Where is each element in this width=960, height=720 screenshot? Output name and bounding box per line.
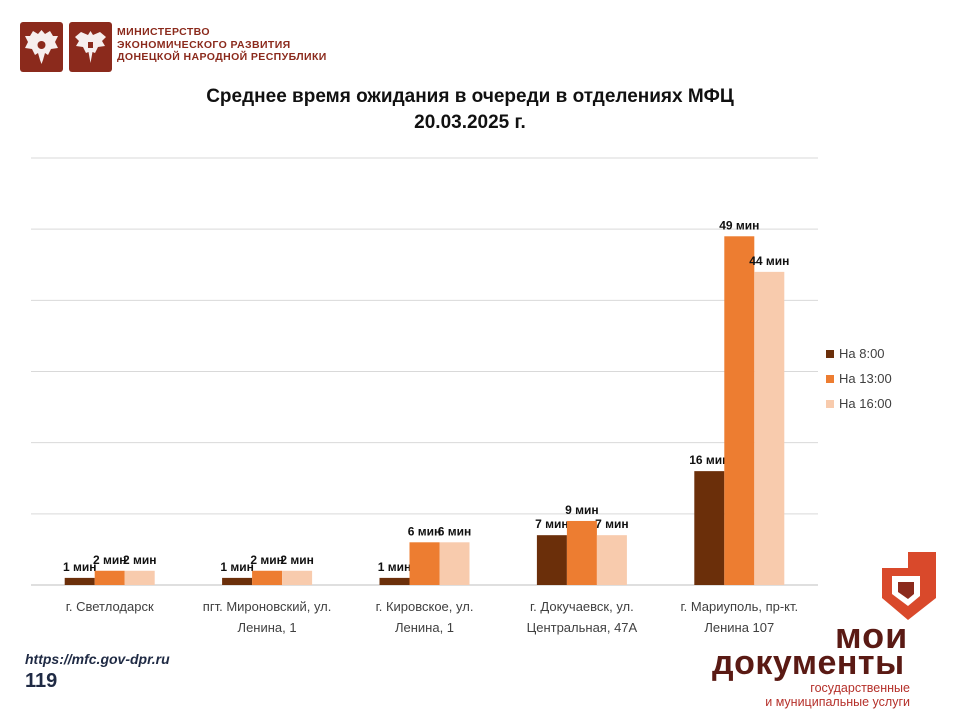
bar bbox=[94, 570, 125, 585]
website-link[interactable]: https://mfc.gov-dpr.ru bbox=[25, 651, 170, 667]
ministry-name: МИНИСТЕРСТВО ЭКОНОМИЧЕСКОГО РАЗВИТИЯ ДОН… bbox=[117, 26, 357, 64]
bar bbox=[596, 535, 627, 585]
brand-subtitle-line: и муниципальные услуги bbox=[765, 695, 910, 709]
data-label: 6 мин bbox=[408, 524, 442, 538]
x-tick-label: Ленина, 1 bbox=[395, 620, 454, 635]
data-label: 2 мин bbox=[93, 553, 127, 567]
bar bbox=[409, 542, 440, 585]
dpr-eagle-icon bbox=[69, 22, 112, 72]
chart-title: Среднее время ожидания в очереди в отдел… bbox=[60, 84, 880, 136]
data-label: 49 мин bbox=[719, 218, 759, 232]
bar bbox=[439, 542, 470, 585]
x-tick-label: г. Мариуполь, пр-кт. bbox=[680, 599, 798, 614]
x-tick-label: Ленина, 1 bbox=[238, 620, 297, 635]
bar bbox=[694, 471, 725, 585]
chart-subtitle-date: 20.03.2025 г. bbox=[414, 112, 526, 133]
data-label: 1 мин bbox=[378, 560, 412, 574]
bar bbox=[252, 570, 283, 585]
chart-title-line: Среднее время ожидания в очереди в отдел… bbox=[206, 86, 734, 107]
data-label: 1 мин bbox=[220, 560, 254, 574]
x-tick-label: Ленина 107 bbox=[704, 620, 774, 635]
brand-subtitle-line: государственные bbox=[810, 681, 910, 695]
moi-dokumenty-logo-icon bbox=[882, 552, 936, 620]
data-label: 2 мин bbox=[123, 553, 157, 567]
bar bbox=[282, 570, 313, 585]
legend-swatch bbox=[826, 375, 834, 383]
data-label: 1 мин bbox=[63, 560, 97, 574]
data-label: 2 мин bbox=[250, 553, 284, 567]
legend-swatch bbox=[826, 350, 834, 358]
legend-entry: На 13:00 bbox=[839, 371, 892, 386]
bar bbox=[724, 236, 755, 586]
double-headed-eagle-icon bbox=[20, 22, 63, 72]
bar bbox=[536, 535, 567, 585]
x-tick-label: Центральная, 47А bbox=[527, 620, 638, 635]
data-label: 44 мин bbox=[749, 254, 789, 268]
bar bbox=[222, 577, 253, 585]
data-label: 2 мин bbox=[280, 553, 314, 567]
legend-entry: На 8:00 bbox=[839, 346, 885, 361]
legend-swatch bbox=[826, 400, 834, 408]
x-tick-label: г. Докучаевск, ул. bbox=[530, 599, 634, 614]
brand-name-line2: документы bbox=[712, 644, 905, 682]
data-label: 7 мин bbox=[595, 517, 629, 531]
x-tick-label: г. Светлодарск bbox=[66, 599, 154, 614]
bar bbox=[379, 577, 410, 585]
bar bbox=[64, 577, 95, 585]
bar bbox=[754, 271, 785, 585]
bar bbox=[124, 570, 155, 585]
page-number: 119 bbox=[25, 670, 58, 692]
legend-entry: На 16:00 bbox=[839, 396, 892, 411]
ministry-line: МИНИСТЕРСТВО bbox=[117, 26, 210, 38]
data-label: 9 мин bbox=[565, 503, 599, 517]
x-tick-label: пгт. Мироновский, ул. bbox=[203, 599, 332, 614]
data-label: 6 мин bbox=[438, 524, 472, 538]
brand-name-line1: мои bbox=[835, 615, 909, 656]
x-tick-label: г. Кировское, ул. bbox=[376, 599, 474, 614]
data-label: 16 мин bbox=[689, 453, 729, 467]
bar bbox=[566, 520, 597, 585]
brand-subtitle: государственные и муниципальные услуги bbox=[670, 681, 910, 709]
ministry-line: ЭКОНОМИЧЕСКОГО РАЗВИТИЯ bbox=[117, 38, 291, 51]
ministry-line: ДОНЕЦКОЙ НАРОДНОЙ РЕСПУБЛИКИ bbox=[117, 51, 327, 63]
data-label: 7 мин bbox=[535, 517, 569, 531]
